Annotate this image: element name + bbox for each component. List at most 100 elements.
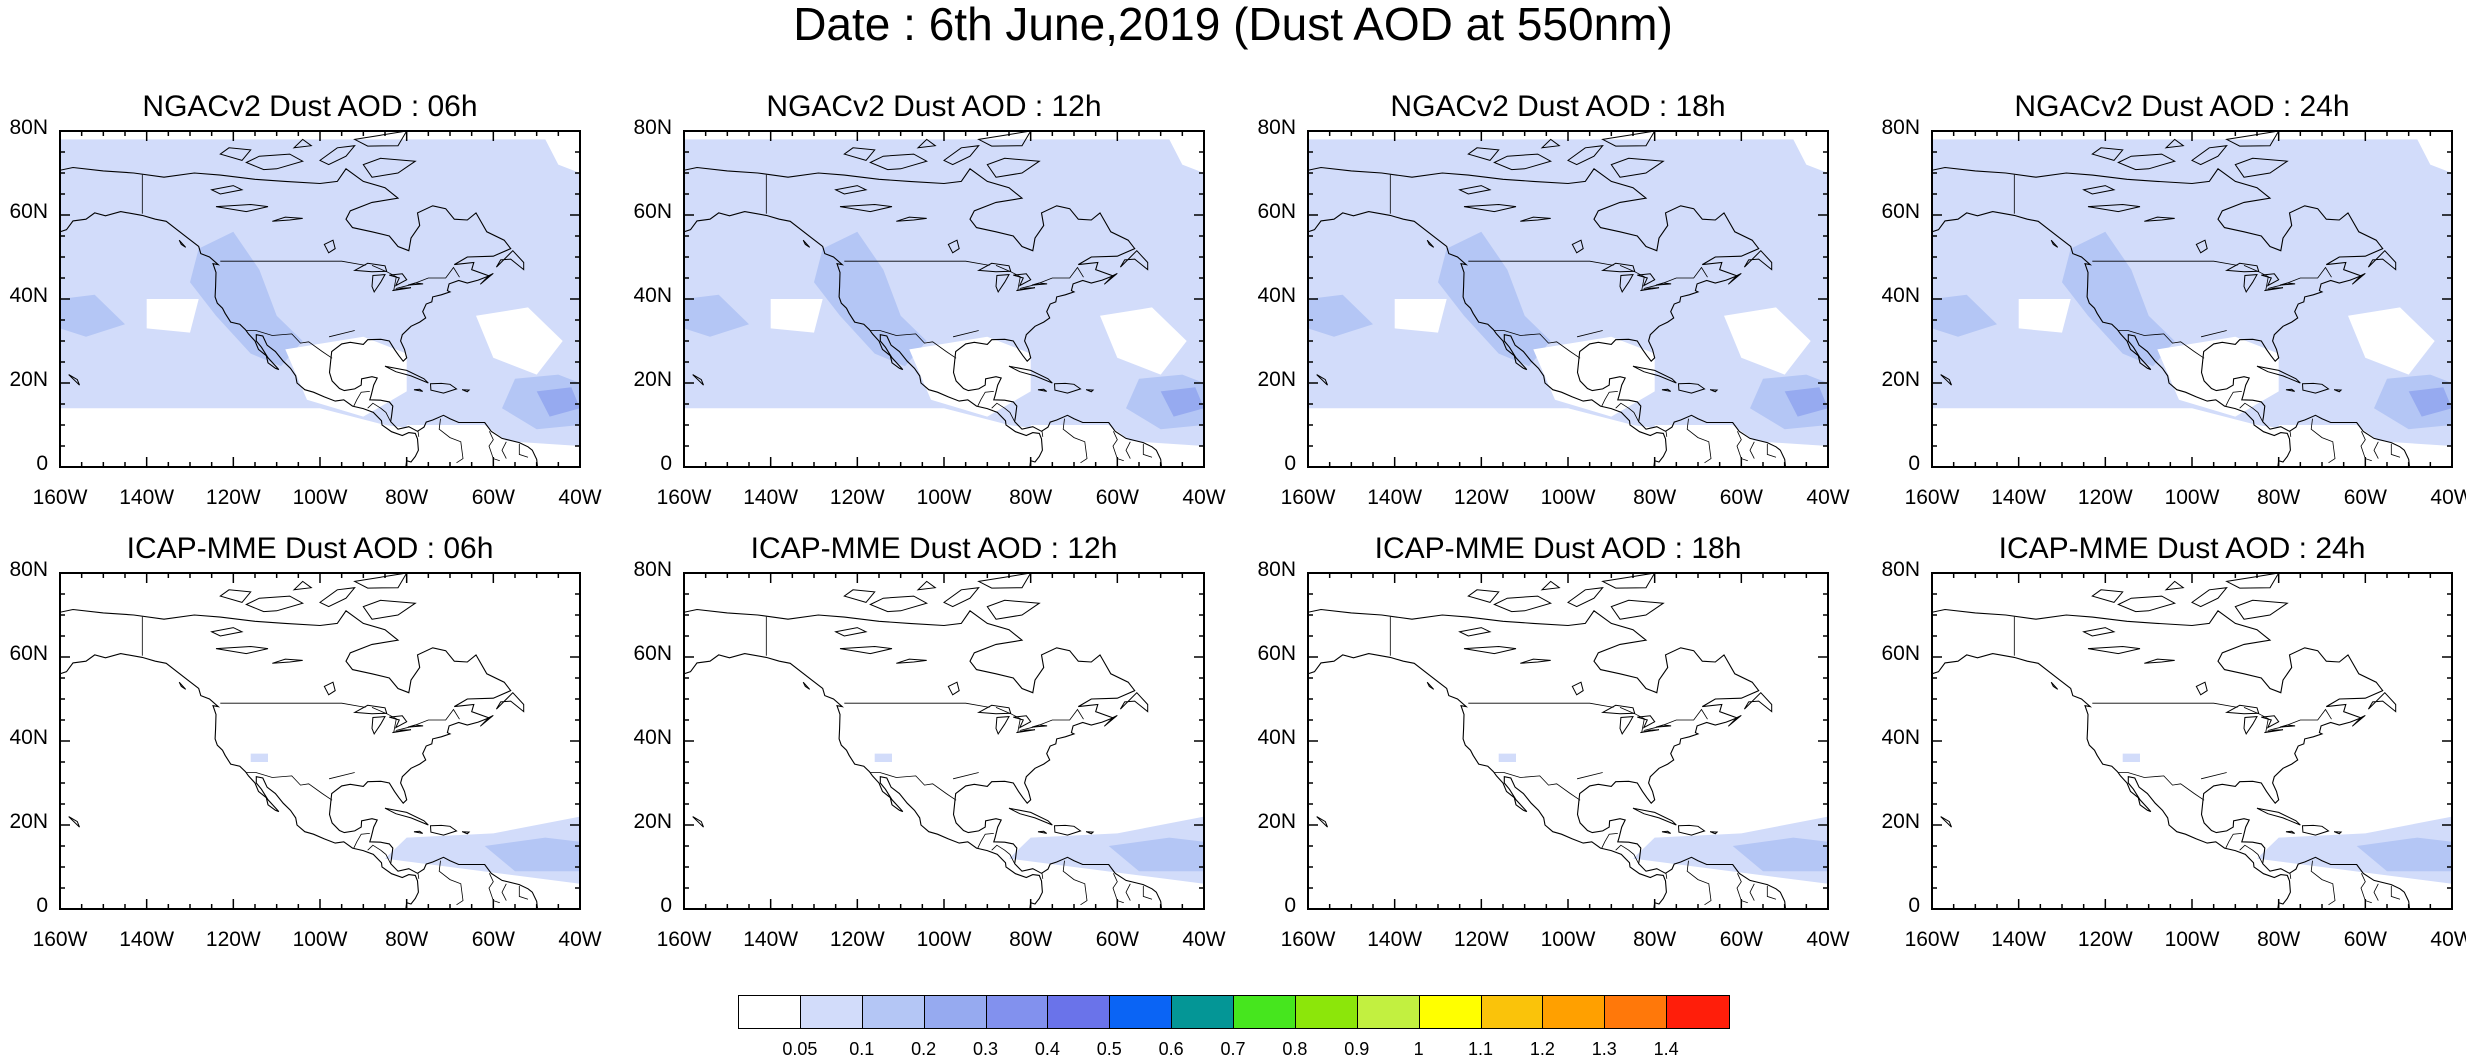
lon-label: 160W [1904, 486, 1960, 509]
coastline [319, 145, 356, 166]
coastline [1743, 691, 1773, 713]
map-panel: ICAP-MME Dust AOD : 18h 80N 60N 40N 20N 0 160W… [1248, 532, 1868, 972]
coastline [1013, 715, 1032, 729]
coastline [2191, 587, 2228, 608]
lon-label: 80W [1009, 486, 1053, 509]
lon-label: 120W [2077, 928, 2133, 951]
country-border [501, 883, 507, 901]
dust-aod-field [2374, 374, 2452, 430]
country-border [2360, 873, 2372, 904]
map-panel: NGACv2 Dust AOD : 12h 80N 60N 40N 20N 0 160W 14… [624, 90, 1244, 530]
coastline [843, 589, 876, 603]
dust-aod-field [502, 374, 580, 430]
lat-label: 80N [1257, 558, 1296, 581]
lon-label: 140W [1367, 486, 1423, 509]
country-border [1665, 872, 1668, 879]
colorbar [738, 995, 1730, 1029]
coastline [1632, 807, 1677, 826]
country-border [2201, 330, 2227, 338]
coastline [384, 807, 429, 826]
lon-label: 100W [916, 928, 972, 951]
lat-label: 80N [1257, 116, 1296, 139]
colorbar-label: 1 [1413, 1039, 1424, 1059]
coastline [1458, 185, 1492, 195]
country-border [1577, 330, 1603, 338]
low-aod-area [770, 299, 823, 333]
country-border [245, 330, 333, 359]
country-border [329, 330, 355, 338]
coastline [896, 216, 927, 222]
country-border [1665, 430, 1668, 437]
lat-label: 20N [633, 810, 672, 833]
lon-label: 160W [656, 928, 712, 951]
coastline [1053, 824, 1082, 836]
coastline [1567, 587, 1604, 608]
lat-label: 80N [633, 116, 672, 139]
coastline [995, 716, 1010, 735]
lon-label: 60W [471, 486, 515, 509]
colorbar-swatch [1542, 995, 1606, 1029]
country-border [1468, 702, 1614, 708]
coastline [977, 573, 1032, 589]
colorbar-label: 0.8 [1282, 1039, 1308, 1059]
country-border [1619, 265, 1645, 291]
country-border [367, 844, 391, 863]
dust-aod-field [1108, 837, 1204, 872]
coastline [2351, 714, 2366, 727]
coastline [1600, 262, 1636, 273]
country-border [1766, 443, 1777, 458]
map [683, 570, 1205, 917]
coastline [1008, 365, 1053, 384]
coastline [834, 185, 868, 195]
coastline [178, 239, 187, 248]
coastline [1600, 704, 1636, 715]
country-border [2390, 443, 2401, 458]
colorbar-swatch [1233, 995, 1297, 1029]
coastline [869, 153, 929, 171]
country-border [395, 708, 460, 731]
lon-label: 140W [1991, 486, 2047, 509]
lat-label: 20N [1257, 368, 1296, 391]
country-border [977, 391, 994, 407]
map [1931, 570, 2453, 917]
country-border [953, 772, 979, 780]
colorbar-swatch [1109, 995, 1173, 1029]
colorbar-swatch [1047, 995, 1111, 1029]
lon-label: 40W [1806, 928, 1850, 951]
lat-label: 80N [633, 558, 672, 581]
low-aod-area [2018, 299, 2071, 333]
coastline [1540, 138, 1561, 149]
lat-label: 60N [633, 642, 672, 665]
country-border [2225, 833, 2242, 849]
coastline [1727, 714, 1742, 727]
coastline [292, 138, 313, 149]
coastline [1661, 388, 1671, 392]
dust-aod-field [2062, 231, 2175, 367]
coastline [392, 729, 412, 734]
coastline [1016, 287, 1036, 292]
coastline [1567, 145, 1604, 166]
coastline [1053, 382, 1082, 394]
country-border [1749, 883, 1755, 901]
country-border [329, 772, 355, 780]
lat-label: 60N [1881, 200, 1920, 223]
lon-label: 40W [2430, 928, 2466, 951]
coastline [323, 239, 336, 254]
coastline [692, 816, 704, 828]
dust-aod-field [874, 753, 892, 762]
country-border [869, 772, 957, 801]
country-border [2360, 431, 2372, 462]
country-border [417, 872, 420, 879]
coastline [1119, 691, 1149, 713]
coastline [2082, 185, 2116, 195]
coastline [2164, 580, 2185, 591]
map-canvas [1307, 572, 1829, 910]
country-border [2225, 391, 2242, 407]
coastline [1632, 365, 1677, 384]
country-border [488, 873, 500, 904]
low-aod-area [285, 336, 407, 417]
coastline [2117, 153, 2177, 171]
country-border [2092, 702, 2238, 708]
coastline [389, 715, 408, 729]
country-border [1577, 772, 1603, 780]
